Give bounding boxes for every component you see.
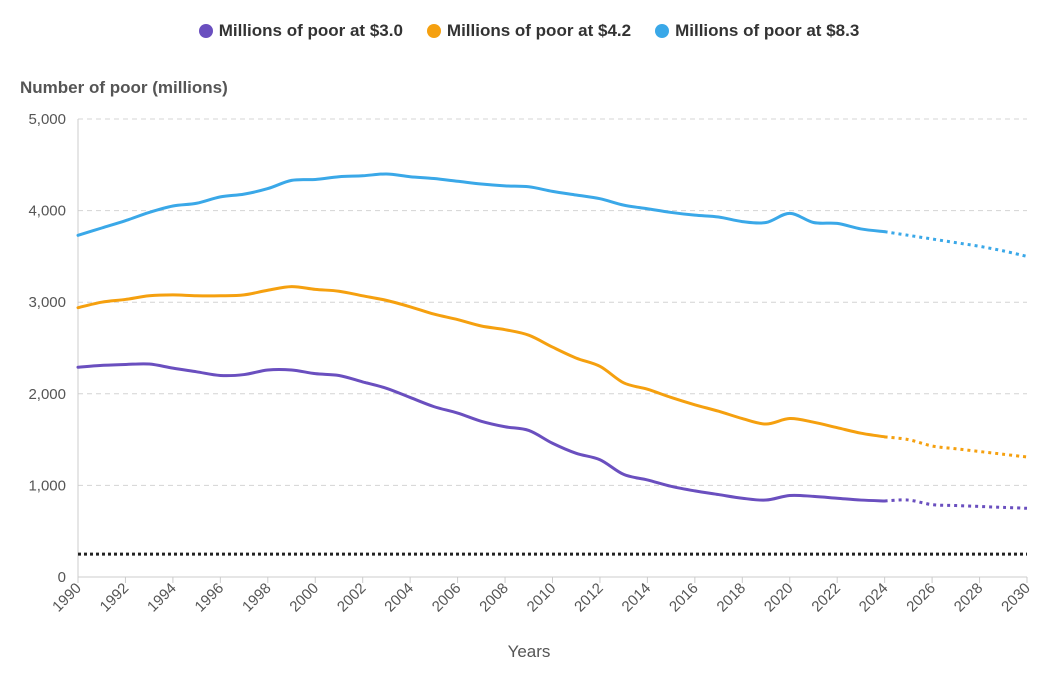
- series-projection-2: [884, 230, 1028, 258]
- x-tick-label: 2018: [714, 580, 750, 616]
- legend-label-4-2: Millions of poor at $4.2: [446, 21, 632, 40]
- x-tick-label: 1994: [144, 580, 180, 616]
- x-tick-label: 2030: [998, 580, 1034, 616]
- legend-swatch-3-0: [198, 24, 213, 38]
- legend-item-4-2[interactable]: Millions of poor at $4.2: [426, 21, 632, 41]
- y-tick-label: 2,000: [28, 386, 66, 403]
- chart-legend: Millions of poor at $3.0 Millions of poo…: [0, 18, 1058, 44]
- series-line-1: [76, 285, 887, 439]
- y-tick-label: 5,000: [28, 111, 66, 128]
- y-tick-label: 1,000: [28, 477, 66, 494]
- series-projection-0: [884, 498, 1028, 510]
- x-tick-label: 2012: [571, 580, 607, 616]
- x-tick-label: 2000: [286, 580, 322, 616]
- y-tick-label: 0: [58, 569, 66, 586]
- x-tick-label: 2020: [761, 580, 797, 616]
- series-line-2: [76, 172, 887, 237]
- x-tick-label: 1992: [97, 580, 133, 616]
- x-tick-label: 2008: [476, 580, 512, 616]
- legend-swatch-4-2: [426, 24, 441, 38]
- y-tick-label: 4,000: [28, 203, 66, 220]
- x-tick-label: 2022: [808, 580, 844, 616]
- y-axis-title: Number of poor (millions): [20, 78, 228, 97]
- x-tick-label: 2024: [856, 580, 892, 616]
- x-tick-label: 2016: [666, 580, 702, 616]
- x-tick-label: 2002: [334, 580, 370, 616]
- legend-item-3-0[interactable]: Millions of poor at $3.0: [198, 21, 403, 41]
- x-tick-label: 2010: [524, 580, 560, 616]
- x-tick-label: 2028: [951, 580, 987, 616]
- x-tick-label: 2006: [429, 580, 465, 616]
- x-tick-label: 2026: [903, 580, 939, 616]
- legend-label-8-3: Millions of poor at $8.3: [675, 21, 860, 40]
- series-projection-1: [884, 435, 1028, 459]
- x-axis-title: Years: [507, 642, 551, 661]
- x-tick-label: 2014: [619, 580, 655, 616]
- x-tick-label: 2004: [381, 580, 417, 616]
- legend-item-8-3[interactable]: Millions of poor at $8.3: [655, 21, 859, 41]
- x-tick-label: 1998: [239, 580, 275, 616]
- x-tick-label: 1996: [192, 580, 228, 616]
- x-tick-label: 1990: [49, 580, 85, 616]
- y-tick-label: 3,000: [28, 294, 66, 311]
- legend-swatch-8-3: [655, 24, 670, 38]
- legend-label-3-0: Millions of poor at $3.0: [218, 21, 403, 40]
- series-line-0: [76, 362, 887, 503]
